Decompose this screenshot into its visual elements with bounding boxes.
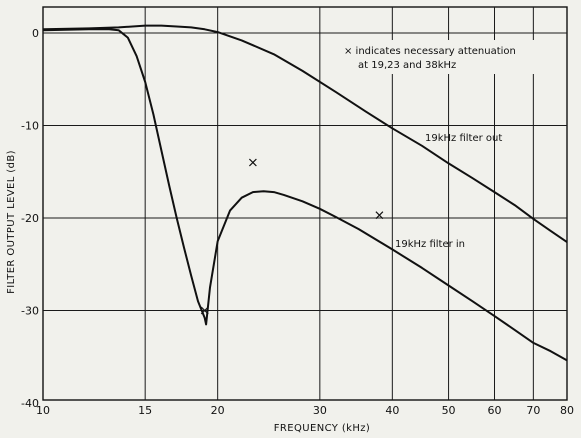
x-tick-label-15: 15 <box>138 404 152 417</box>
x-tick-label-50: 50 <box>442 404 456 417</box>
attenuation-marker-23khz <box>248 158 257 167</box>
legend-note-line-1: × indicates necessary attenuation <box>344 46 516 57</box>
x-tick-label-70: 70 <box>526 404 540 417</box>
x-tick-label-10: 10 <box>36 404 50 417</box>
attenuation-marker-19khz <box>200 306 209 315</box>
tick-labels: 10 15 20 30 40 50 60 70 80 0 -10 -20 -30 -40 <box>21 27 574 417</box>
marker-stroke <box>248 158 257 167</box>
y-tick-label--20: -20 <box>21 212 39 225</box>
series-line-filter-out <box>42 24 568 243</box>
y-tick-label--30: -30 <box>21 305 39 318</box>
y-tick-label--10: -10 <box>21 120 39 133</box>
x-tick-label-80: 80 <box>560 404 574 417</box>
marker-stroke <box>200 306 209 315</box>
series-label-filter-out: 19kHz filter out <box>425 133 502 144</box>
plot-frame <box>42 6 568 401</box>
legend-note-line-2: at 19,23 and 38kHz <box>358 60 456 71</box>
x-tick-label-20: 20 <box>211 404 225 417</box>
y-tick-label-0: 0 <box>32 27 39 40</box>
attenuation-markers <box>200 158 384 315</box>
series-label-filter-in: 19kHz filter in <box>395 239 465 250</box>
attenuation-marker-38khz <box>375 211 384 220</box>
marker-stroke <box>375 211 384 220</box>
series <box>42 24 568 362</box>
y-axis-title: FILTER OUTPUT LEVEL (dB) <box>6 150 17 294</box>
x-tick-label-60: 60 <box>488 404 502 417</box>
x-tick-label-40: 40 <box>385 404 399 417</box>
legend-note-background <box>336 40 548 74</box>
series-line-filter-in <box>42 28 568 362</box>
x-tick-label-30: 30 <box>313 404 327 417</box>
y-tick-label--40: -40 <box>21 397 39 410</box>
x-axis-title: FREQUENCY (kHz) <box>274 423 370 434</box>
